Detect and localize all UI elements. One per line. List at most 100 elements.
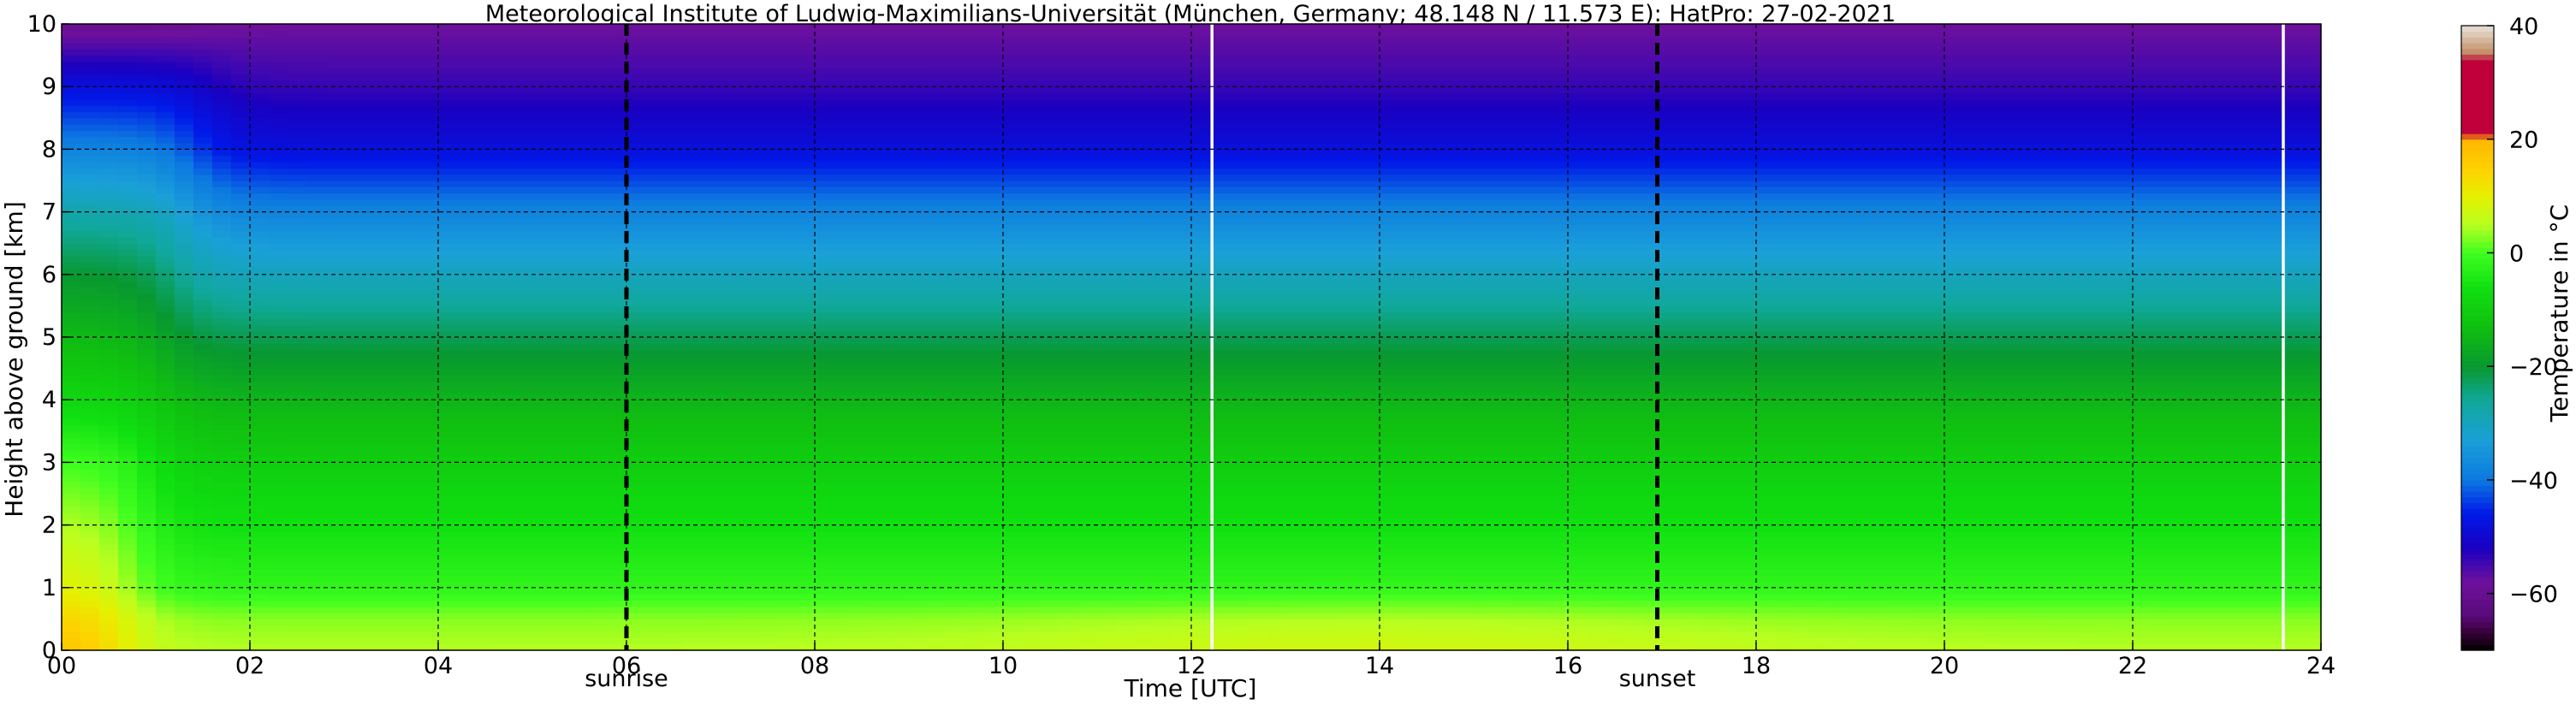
heatmap-cell [570, 149, 590, 157]
heatmap-cell [457, 330, 477, 338]
heatmap-cell [325, 168, 345, 175]
heatmap-cell [344, 155, 364, 163]
heatmap-cell [965, 387, 985, 394]
heatmap-cell [815, 613, 834, 619]
heatmap-cell [871, 224, 891, 232]
heatmap-cell [401, 318, 420, 325]
heatmap-cell [608, 337, 627, 344]
heatmap-cell [118, 130, 138, 138]
heatmap-cell [645, 387, 665, 394]
heatmap-cell [683, 74, 703, 81]
heatmap-cell [815, 481, 834, 489]
heatmap-cell [438, 600, 458, 607]
heatmap-cell [80, 217, 100, 225]
heatmap-cell [589, 24, 608, 31]
heatmap-cell [99, 619, 119, 626]
heatmap-cell [363, 594, 383, 601]
heatmap-cell [928, 49, 947, 56]
heatmap-cell [118, 36, 138, 44]
heatmap-cell [325, 443, 345, 451]
heatmap-cell [702, 198, 721, 206]
heatmap-cell [777, 568, 797, 576]
heatmap-cell [401, 205, 420, 213]
heatmap-cell [212, 530, 232, 538]
heatmap-cell [325, 418, 345, 426]
heatmap-cell [344, 243, 364, 251]
heatmap-cell [212, 381, 232, 388]
heatmap-cell [645, 86, 665, 94]
heatmap-cell [532, 80, 552, 87]
heatmap-cell [551, 330, 571, 338]
heatmap-cell [815, 374, 834, 382]
heatmap-cell [438, 117, 458, 125]
heatmap-cell [890, 274, 910, 281]
heatmap-cell [871, 524, 891, 532]
heatmap-cell [834, 631, 853, 638]
heatmap-cell [739, 42, 759, 50]
heatmap-cell [495, 581, 514, 589]
heatmap-cell [664, 155, 684, 163]
heatmap-cell [175, 512, 194, 519]
heatmap-cell [626, 530, 646, 538]
heatmap-cell [419, 236, 439, 244]
heatmap-cell [250, 92, 270, 100]
heatmap-cell [739, 80, 759, 87]
heatmap-cell [363, 500, 383, 507]
heatmap-cell [664, 549, 684, 557]
heatmap-cell [796, 268, 816, 275]
heatmap-cell [80, 86, 100, 94]
heatmap-cell [645, 162, 665, 169]
heatmap-cell [909, 543, 929, 551]
heatmap-cell [589, 468, 608, 476]
heatmap-cell [193, 293, 213, 300]
heatmap-cell [193, 311, 213, 319]
heatmap-cell [947, 562, 966, 570]
heatmap-cell [532, 268, 552, 275]
heatmap-cell [250, 287, 270, 294]
heatmap-cell [834, 181, 853, 187]
heatmap-cell [193, 274, 213, 281]
heatmap-cell [683, 98, 703, 106]
heatmap-cell [551, 594, 571, 601]
heatmap-cell [156, 494, 175, 501]
heatmap-cell [664, 387, 684, 394]
heatmap-cell [269, 606, 288, 613]
heatmap-cell [928, 575, 947, 583]
heatmap-cell [175, 606, 194, 613]
heatmap-cell [382, 181, 401, 187]
heatmap-cell [984, 543, 1004, 551]
heatmap-cell [513, 117, 533, 125]
heatmap-cell [570, 255, 590, 263]
heatmap-cell [815, 475, 834, 482]
heatmap-cell [156, 374, 175, 382]
heatmap-cell [306, 124, 326, 132]
heatmap-cell [495, 506, 514, 513]
heatmap-cell [947, 619, 966, 626]
heatmap-cell [156, 198, 175, 206]
heatmap-cell [495, 449, 514, 457]
heatmap-cell [589, 362, 608, 370]
heatmap-cell [871, 637, 891, 645]
heatmap-cell [626, 518, 646, 526]
heatmap-cell [156, 281, 175, 288]
heatmap-cell [570, 594, 590, 601]
heatmap-cell [419, 42, 439, 50]
heatmap-cell [570, 24, 590, 31]
heatmap-cell [570, 625, 590, 632]
heatmap-cell [852, 198, 872, 206]
heatmap-cell [193, 211, 213, 219]
heatmap-cell [476, 437, 496, 445]
heatmap-cell [212, 155, 232, 163]
heatmap-cell [909, 36, 929, 44]
heatmap-cell [909, 562, 929, 570]
heatmap-cell [965, 117, 985, 125]
heatmap-cell [928, 230, 947, 238]
heatmap-cell [250, 487, 270, 495]
heatmap-cell [250, 456, 270, 463]
heatmap-cell [928, 324, 947, 332]
heatmap-cell [99, 299, 119, 306]
heatmap-cell [815, 181, 834, 187]
heatmap-cell [890, 368, 910, 376]
heatmap-cell [419, 130, 439, 138]
heatmap-cell [626, 456, 646, 463]
